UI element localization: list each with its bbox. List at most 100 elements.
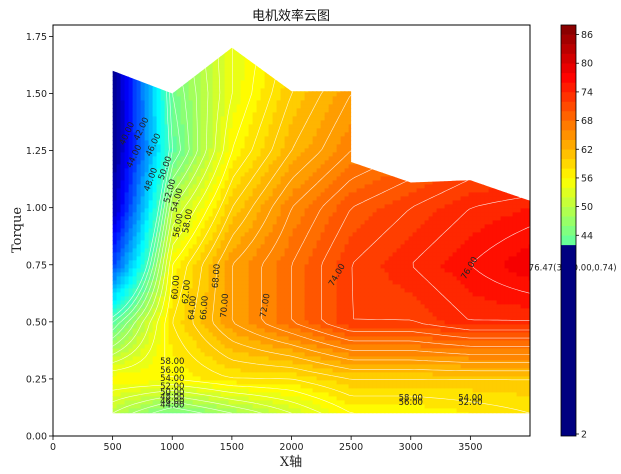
surface-cell xyxy=(120,408,126,413)
surface-cell xyxy=(308,148,314,153)
surface-cell xyxy=(124,120,130,125)
surface-cell xyxy=(172,392,178,397)
surface-cell xyxy=(256,116,262,121)
surface-cell xyxy=(276,204,282,209)
surface-cell xyxy=(240,256,246,261)
surface-cell xyxy=(228,160,234,165)
surface-cell xyxy=(140,152,146,157)
surface-cell xyxy=(176,372,182,377)
surface-cell xyxy=(232,332,238,337)
surface-cell xyxy=(136,188,142,193)
surface-cell xyxy=(168,408,174,413)
surface-cell xyxy=(148,368,154,373)
surface-cell xyxy=(216,284,222,289)
surface-cell xyxy=(176,260,182,265)
surface-cell xyxy=(216,256,222,261)
surface-cell xyxy=(200,176,206,181)
surface-cell xyxy=(244,144,250,149)
surface-cell xyxy=(152,92,158,97)
surface-cell xyxy=(296,336,302,341)
surface-cell xyxy=(248,316,254,321)
surface-cell xyxy=(228,384,234,389)
surface-cell xyxy=(272,284,278,289)
surface-cell xyxy=(196,192,202,197)
surface-cell xyxy=(228,316,234,321)
surface-cell xyxy=(180,172,186,177)
surface-cell xyxy=(284,344,290,349)
surface-cell xyxy=(268,408,274,413)
surface-cell xyxy=(236,144,242,149)
surface-cell xyxy=(256,236,262,241)
surface-cell xyxy=(284,244,290,249)
surface-cell xyxy=(148,264,154,269)
surface-cell xyxy=(140,348,146,353)
surface-cell xyxy=(248,216,254,221)
surface-cell xyxy=(304,228,310,233)
surface-cell xyxy=(184,212,190,217)
surface-cell xyxy=(316,376,322,381)
surface-cell xyxy=(224,236,230,241)
surface-cell xyxy=(132,308,138,313)
surface-cell xyxy=(148,108,154,113)
surface-cell xyxy=(152,252,158,257)
surface-cell xyxy=(180,232,186,237)
surface-cell xyxy=(176,284,182,289)
surface-cell xyxy=(184,160,190,165)
surface-cell xyxy=(312,376,318,381)
surface-cell xyxy=(300,272,306,277)
surface-cell xyxy=(216,316,222,321)
surface-cell xyxy=(140,108,146,113)
surface-cell xyxy=(124,216,130,221)
surface-cell xyxy=(292,412,298,414)
surface-cell xyxy=(260,172,266,177)
surface-cell xyxy=(216,220,222,225)
surface-cell xyxy=(168,144,174,149)
surface-cell xyxy=(112,116,118,121)
surface-cell xyxy=(212,356,218,361)
surface-cell xyxy=(180,96,186,101)
surface-cell xyxy=(232,396,238,401)
surface-cell xyxy=(172,240,178,245)
surface-cell xyxy=(296,400,302,405)
surface-cell xyxy=(296,360,302,365)
surface-cell xyxy=(160,308,166,313)
surface-cell xyxy=(184,344,190,349)
surface-cell xyxy=(168,364,174,369)
surface-cell xyxy=(236,316,242,321)
surface-cell xyxy=(112,264,118,269)
surface-cell xyxy=(120,412,126,414)
surface-cell xyxy=(228,76,234,81)
surface-cell xyxy=(280,264,286,269)
surface-cell xyxy=(232,148,238,153)
surface-cell xyxy=(164,164,170,169)
surface-cell xyxy=(296,396,302,401)
surface-cell xyxy=(168,384,174,389)
surface-cell xyxy=(172,184,178,189)
surface-cell xyxy=(228,324,234,329)
surface-cell xyxy=(160,364,166,369)
surface-cell xyxy=(152,344,158,349)
surface-cell xyxy=(152,384,158,389)
surface-cell xyxy=(304,264,310,269)
surface-cell xyxy=(316,352,322,357)
surface-cell xyxy=(200,96,206,101)
surface-cell xyxy=(136,128,142,133)
surface-cell xyxy=(188,176,194,181)
surface-cell xyxy=(164,196,170,201)
surface-cell xyxy=(188,404,194,409)
surface-cell xyxy=(300,400,306,405)
surface-cell xyxy=(128,176,134,181)
surface-cell xyxy=(288,404,294,409)
surface-cell xyxy=(196,376,202,381)
surface-cell xyxy=(284,272,290,277)
surface-cell xyxy=(148,356,154,361)
surface-cell xyxy=(272,332,278,337)
surface-cell xyxy=(216,260,222,265)
surface-cell xyxy=(172,144,178,149)
surface-cell xyxy=(140,256,146,261)
surface-cell xyxy=(144,172,150,177)
surface-cell xyxy=(148,192,154,197)
surface-cell xyxy=(144,148,150,153)
surface-cell xyxy=(268,304,274,309)
surface-cell xyxy=(136,140,142,145)
